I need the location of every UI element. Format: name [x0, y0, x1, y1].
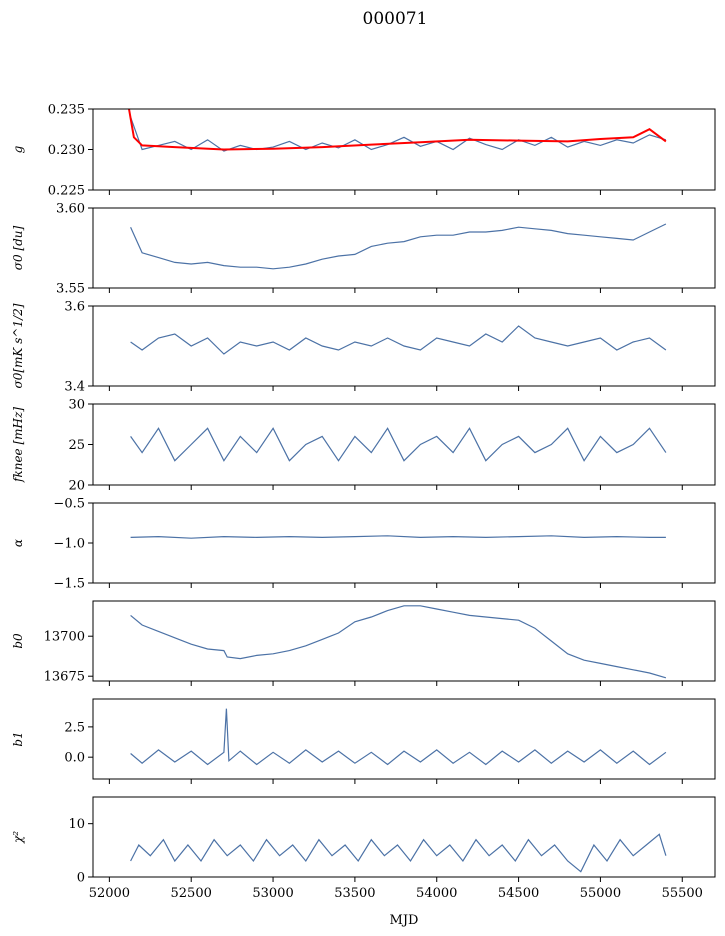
y-axis-label-alpha: α	[11, 539, 25, 547]
y-tick-label-sigma0: 3.60	[56, 202, 85, 217]
series-line-chi2	[130, 833, 667, 873]
series-line-fknee	[130, 427, 667, 462]
y-tick-label-sigma0mk: 3.6	[64, 300, 85, 315]
y-tick-label-alpha: −0.5	[53, 497, 85, 512]
panel-b0: 13675 13700 b0	[11, 600, 716, 686]
x-tick-label: 52500	[171, 886, 212, 901]
y-tick-label-b0: 13700	[44, 630, 85, 645]
series-line-sigma0mk	[130, 325, 667, 355]
panel-g: 0.225 0.230 0.235 g	[11, 103, 716, 199]
y-tick-label-b1: 2.5	[64, 720, 85, 735]
panel-fknee: 20 25 30 fknee [mHz]	[11, 398, 716, 494]
y-tick-label-alpha: −1.5	[53, 577, 85, 592]
panel-sigma0: 3.55 3.60 σ0 [du]	[11, 202, 716, 297]
series-line-g-overlay	[128, 108, 667, 151]
y-tick-label-alpha: −1.0	[53, 537, 85, 552]
chart-title: 000071	[363, 9, 428, 29]
x-tick-label: 55500	[662, 886, 703, 901]
x-tick-label: 52000	[89, 886, 130, 901]
y-tick-label-chi2: 0	[77, 871, 85, 886]
y-axis-label-sigma0: σ0 [du]	[11, 225, 25, 270]
y-tick-label-sigma0mk: 3.4	[64, 380, 85, 395]
plot-frame-sigma0mk	[92, 305, 716, 387]
x-tick-label: 54500	[498, 886, 539, 901]
series-line-alpha	[130, 535, 666, 539]
x-tick-label: 55000	[580, 886, 621, 901]
plot-frame-b1	[92, 698, 716, 780]
y-axis-label-g: g	[11, 145, 25, 153]
panel-alpha: −1.5 −1.0 −0.5 α	[11, 497, 716, 592]
y-tick-label-fknee: 30	[68, 398, 85, 413]
y-axis-label-chi2: χ²	[11, 831, 25, 844]
y-tick-label-sigma0: 3.55	[56, 282, 85, 297]
y-tick-label-chi2: 10	[68, 817, 85, 832]
plot-frame-b0	[92, 600, 716, 682]
plot-frame-fknee	[92, 403, 716, 486]
panel-chi2: 0 10 52000 52500 53000 53500 54000 54500 55000 55…	[11, 796, 716, 901]
y-axis-label-sigma0mk: σ0[mK s^1/2]	[11, 303, 25, 388]
x-tick-label: 54000	[416, 886, 457, 901]
y-axis-label-b0: b0	[11, 633, 25, 649]
panels: 0.225 0.230 0.235 g 3.55 3.60 σ0 [du] 3.4 3.6 σ0[…	[11, 103, 716, 901]
x-tick-label: 53000	[252, 886, 293, 901]
y-tick-label-g: 0.230	[48, 143, 85, 158]
series-line-sigma0	[130, 223, 667, 270]
y-tick-label-b1: 0.0	[64, 751, 85, 766]
series-line-g	[130, 116, 667, 152]
plot-frame-sigma0	[92, 207, 716, 289]
series-line-b1	[130, 708, 667, 766]
panel-b1: 0.0 2.5 b1	[11, 698, 716, 784]
plot-frame-alpha	[92, 502, 716, 584]
y-tick-label-fknee: 20	[68, 479, 85, 494]
x-tick-label: 53500	[334, 886, 375, 901]
y-axis-label-fknee: fknee [mHz]	[11, 407, 25, 483]
y-axis-label-b1: b1	[11, 731, 25, 746]
plot-frame-chi2	[92, 796, 716, 878]
x-axis-label: MJD	[390, 913, 419, 928]
y-tick-label-g: 0.225	[48, 184, 85, 199]
panel-sigma0mk: 3.4 3.6 σ0[mK s^1/2]	[11, 300, 716, 395]
y-tick-label-g: 0.235	[48, 103, 85, 118]
y-tick-label-fknee: 25	[68, 438, 85, 453]
y-tick-label-b0: 13675	[44, 670, 85, 685]
plot-frame-g	[92, 108, 716, 191]
series-line-b0	[130, 605, 667, 679]
